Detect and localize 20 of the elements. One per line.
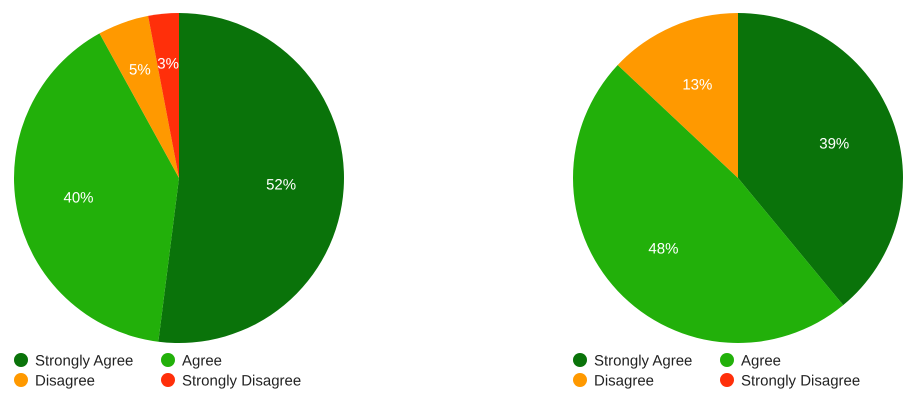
legend-label: Strongly Disagree [741,372,860,390]
data-label: 40% [63,189,94,206]
legend-label: Disagree [594,372,654,390]
data-label: 39% [819,136,850,153]
data-label: 3% [157,55,179,72]
legend-label: Agree [182,352,222,370]
pie-slice [14,33,179,342]
legend-label: Strongly Agree [35,352,134,370]
legend-label: Strongly Disagree [182,372,302,390]
data-label: 5% [129,62,151,79]
data-label: 52% [266,176,296,194]
data-label: 48% [648,240,678,258]
pie-slice [100,16,179,178]
pie-slice [618,13,738,178]
data-label: 13% [682,76,712,94]
legend-label: Disagree [35,372,96,390]
pie-slice [158,13,344,343]
pie-slice [738,13,903,306]
legend-label: Agree [741,352,782,370]
legend-label: Strongly Agree [594,352,692,370]
